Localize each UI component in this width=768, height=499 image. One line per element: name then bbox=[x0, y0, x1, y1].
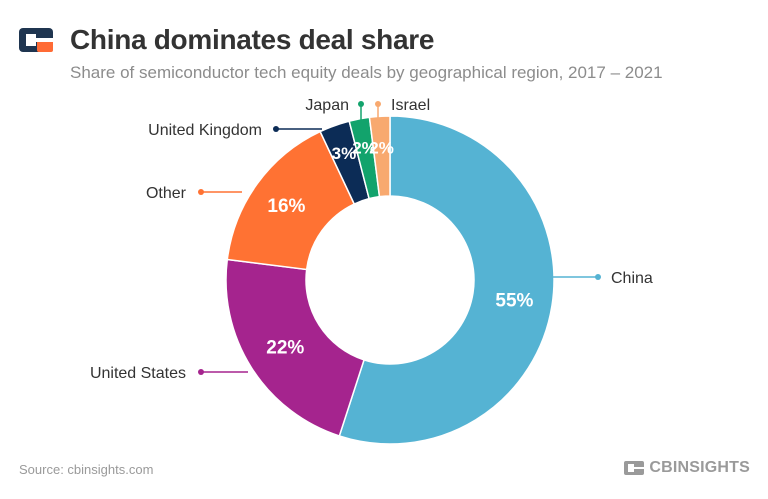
data-label-other: 16% bbox=[267, 196, 305, 217]
brand-logo: CBINSIGHTS bbox=[624, 459, 750, 477]
brand-name: CBINSIGHTS bbox=[649, 459, 750, 476]
leader-dot-china bbox=[595, 274, 601, 280]
cb-brand-icon bbox=[624, 461, 645, 475]
leader-dot-israel bbox=[375, 101, 381, 107]
leader-dot-united-states bbox=[198, 369, 204, 375]
leader-dot-other bbox=[198, 189, 204, 195]
data-label-japan: 2% bbox=[352, 138, 377, 157]
slice-united-states bbox=[225, 258, 365, 437]
chart-subtitle: Share of semiconductor tech equity deals… bbox=[70, 63, 663, 82]
data-label-united-states: 22% bbox=[266, 337, 304, 358]
data-label-israel: 2% bbox=[369, 138, 394, 157]
slice-israel bbox=[368, 115, 391, 198]
data-label-china: 55% bbox=[495, 291, 533, 312]
leader-dot-japan bbox=[358, 101, 364, 107]
chart-title: China dominates deal share bbox=[70, 24, 435, 55]
category-label-united-states: United States bbox=[90, 365, 186, 382]
cb-logo-icon bbox=[19, 28, 53, 52]
category-label-china: China bbox=[611, 270, 653, 287]
slice-china bbox=[338, 115, 555, 445]
category-label-israel: Israel bbox=[391, 97, 430, 114]
data-label-united-kingdom: 3% bbox=[332, 144, 357, 163]
leader-dot-united-kingdom bbox=[273, 126, 279, 132]
category-label-other: Other bbox=[146, 185, 187, 202]
category-label-japan: Japan bbox=[305, 97, 349, 114]
category-label-united-kingdom: United Kingdom bbox=[148, 122, 262, 139]
source-note: Source: cbinsights.com bbox=[19, 462, 154, 477]
